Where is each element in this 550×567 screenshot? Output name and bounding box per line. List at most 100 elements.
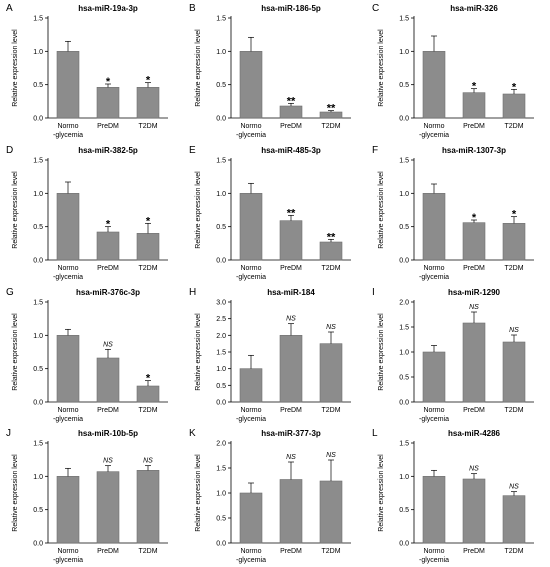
x-tick-label: Normo xyxy=(423,265,444,272)
significance-label: ** xyxy=(327,231,336,243)
y-tick-label: 1.0 xyxy=(33,191,43,198)
panel-title: hsa-miR-376c-3p xyxy=(76,288,140,297)
y-tick-label: 2.0 xyxy=(399,300,409,307)
x-tick-label: -glycemia xyxy=(419,416,449,423)
y-tick-label: 1.0 xyxy=(216,366,226,373)
significance-label: * xyxy=(512,81,517,93)
y-axis-label: Relative expression level xyxy=(378,171,385,249)
y-tick-label: 0.0 xyxy=(33,258,43,265)
bar xyxy=(502,223,526,261)
y-tick-label: 1.0 xyxy=(33,49,43,56)
x-tick-label: T2DM xyxy=(321,265,340,272)
bar xyxy=(96,87,120,119)
panel-letter: L xyxy=(372,428,378,439)
y-tick-label: 1.0 xyxy=(399,474,409,481)
bar xyxy=(502,93,526,119)
x-tick-label: T2DM xyxy=(138,123,157,130)
x-tick-label: PreDM xyxy=(97,548,119,555)
x-tick-label: Normo xyxy=(423,548,444,555)
y-tick-label: 1.0 xyxy=(216,491,226,498)
y-tick-label: 0.5 xyxy=(399,375,409,382)
y-tick-label: 1.5 xyxy=(399,325,409,332)
x-tick-label: PreDM xyxy=(463,407,485,414)
y-tick-label: 0.5 xyxy=(33,82,43,89)
y-axis-label: Relative expression level xyxy=(195,313,202,391)
y-tick-label: 0.5 xyxy=(216,383,226,390)
x-tick-label: -glycemia xyxy=(53,416,83,423)
bar xyxy=(136,87,160,119)
x-tick-label: Normo xyxy=(423,407,444,414)
significance-label: * xyxy=(146,75,151,87)
x-tick-label: Normo xyxy=(57,123,78,130)
x-tick-label: PreDM xyxy=(97,123,119,130)
significance-label: NS xyxy=(469,466,479,473)
y-tick-label: 1.5 xyxy=(33,16,43,23)
bar xyxy=(136,233,160,261)
x-tick-label: T2DM xyxy=(321,548,340,555)
x-tick-label: T2DM xyxy=(504,407,523,414)
bar xyxy=(56,335,80,403)
x-tick-label: T2DM xyxy=(321,123,340,130)
y-tick-label: 1.5 xyxy=(399,441,409,448)
y-tick-label: 0.0 xyxy=(399,541,409,548)
significance-label: ** xyxy=(287,95,296,107)
y-tick-label: 1.5 xyxy=(216,16,226,23)
significance-label: * xyxy=(106,219,111,231)
bar xyxy=(239,193,263,261)
bar xyxy=(56,51,80,119)
y-tick-label: 0.0 xyxy=(216,258,226,265)
significance-label: * xyxy=(146,215,151,227)
y-tick-label: 0.0 xyxy=(399,400,409,407)
bar xyxy=(422,51,446,119)
x-tick-label: -glycemia xyxy=(419,557,449,564)
significance-label: NS xyxy=(286,454,296,461)
y-tick-label: 0.5 xyxy=(33,507,43,514)
x-tick-label: Normo xyxy=(57,548,78,555)
bar xyxy=(96,231,120,261)
y-tick-label: 1.0 xyxy=(216,49,226,56)
y-tick-label: 1.0 xyxy=(399,350,409,357)
y-tick-label: 0.0 xyxy=(216,116,226,123)
x-tick-label: -glycemia xyxy=(236,132,266,139)
x-tick-label: -glycemia xyxy=(236,557,266,564)
bar xyxy=(502,495,526,544)
panel-letter: G xyxy=(6,287,14,298)
bar xyxy=(136,385,160,403)
x-tick-label: PreDM xyxy=(463,548,485,555)
bar xyxy=(279,220,303,261)
panel-title: hsa-miR-377-3p xyxy=(261,429,321,438)
x-tick-label: -glycemia xyxy=(53,132,83,139)
y-tick-label: 2.5 xyxy=(216,316,226,323)
panel-title: hsa-miR-19a-3p xyxy=(78,4,138,13)
x-tick-label: T2DM xyxy=(504,548,523,555)
panel-title: hsa-miR-485-3p xyxy=(261,146,321,155)
bar xyxy=(422,351,446,403)
significance-label: * xyxy=(146,373,151,385)
bar xyxy=(319,241,343,261)
y-tick-label: 1.5 xyxy=(399,158,409,165)
significance-label: ** xyxy=(327,103,336,115)
bar xyxy=(462,92,486,119)
y-axis-label: Relative expression level xyxy=(12,29,19,107)
y-tick-label: 1.5 xyxy=(216,158,226,165)
y-tick-label: 1.0 xyxy=(399,49,409,56)
significance-label: ** xyxy=(287,207,296,219)
y-tick-label: 0.5 xyxy=(399,224,409,231)
bar xyxy=(279,105,303,119)
significance-label: NS xyxy=(509,484,519,491)
x-tick-label: Normo xyxy=(240,265,261,272)
x-tick-label: T2DM xyxy=(138,548,157,555)
significance-label: * xyxy=(472,81,477,93)
bar xyxy=(319,343,343,403)
y-tick-label: 0.5 xyxy=(399,82,409,89)
x-tick-label: PreDM xyxy=(97,265,119,272)
y-tick-label: 1.5 xyxy=(216,466,226,473)
x-tick-label: -glycemia xyxy=(236,274,266,281)
panel-title: hsa-miR-186-5p xyxy=(261,4,321,13)
y-tick-label: 1.5 xyxy=(33,441,43,448)
x-tick-label: -glycemia xyxy=(53,557,83,564)
